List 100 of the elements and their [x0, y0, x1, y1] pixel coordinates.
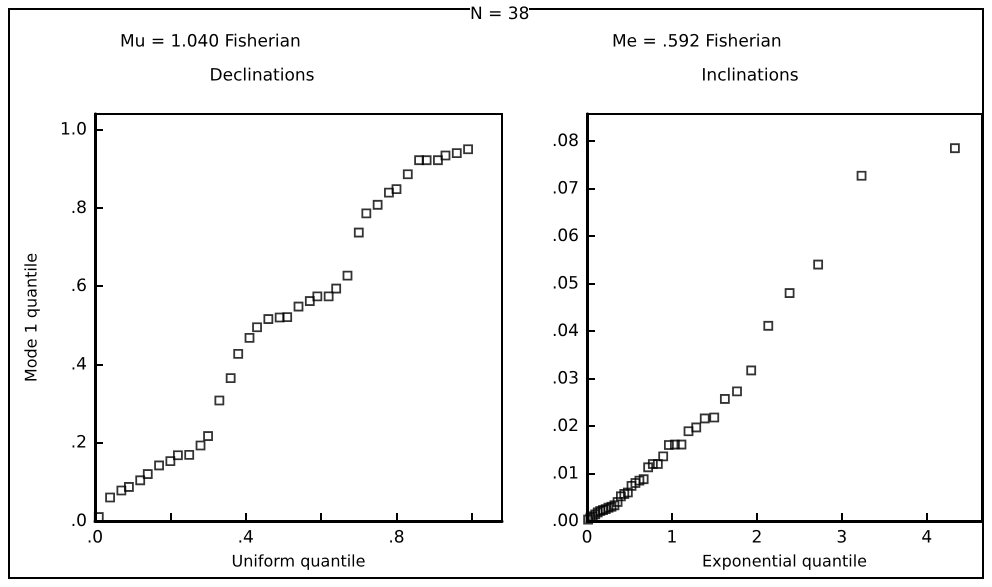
point: [616, 491, 626, 502]
point: [583, 514, 594, 524]
point: [361, 208, 372, 218]
point: [463, 144, 473, 154]
point: [135, 475, 146, 486]
y-tick-label: .01: [552, 464, 579, 484]
y-tick-label: .00: [552, 511, 579, 531]
point: [402, 169, 413, 180]
chart-title: Inclinations: [701, 66, 799, 86]
point: [173, 450, 183, 460]
y-tick-label: .6: [70, 276, 87, 296]
point: [626, 480, 636, 491]
y-tick-label: .08: [552, 131, 579, 152]
point: [105, 492, 115, 502]
point: [165, 456, 176, 466]
point: [664, 440, 674, 450]
point: [142, 469, 153, 479]
point: [282, 312, 292, 322]
y-tick-label: .07: [552, 178, 579, 199]
text: N = 38: [470, 4, 530, 24]
point: [813, 260, 824, 270]
point: [709, 412, 720, 422]
point: [691, 422, 702, 432]
point: [746, 366, 756, 376]
point: [196, 440, 206, 450]
point: [294, 302, 304, 312]
y-tick-label: .4: [70, 354, 87, 374]
point: [595, 506, 606, 516]
point: [598, 505, 608, 515]
point: [116, 486, 126, 496]
point: [676, 440, 686, 450]
point: [648, 459, 658, 469]
x-tick-label: 0: [582, 528, 592, 548]
point: [720, 394, 730, 404]
y-axis-title: Mode 1 quantile: [22, 252, 40, 382]
point: [372, 200, 383, 210]
point: [606, 502, 616, 512]
point: [203, 431, 213, 441]
x-tick-label: .8: [388, 528, 405, 548]
point: [763, 320, 774, 331]
point: [184, 450, 194, 460]
point: [622, 488, 633, 498]
y-tick-label: .2: [70, 432, 87, 453]
x-tick-label: 3: [836, 528, 848, 548]
y-tick-label: .05: [552, 274, 579, 294]
point: [630, 478, 640, 488]
point: [638, 474, 649, 484]
point: [331, 284, 342, 294]
point: [274, 312, 285, 322]
y-tick-label: .02: [552, 416, 579, 436]
point: [233, 348, 244, 359]
x-tick-label: 1: [666, 528, 678, 548]
y-tick-label: 1.0: [60, 120, 87, 140]
point: [590, 509, 600, 520]
point: [600, 504, 611, 514]
point: [154, 460, 164, 470]
point: [252, 322, 262, 332]
point: [643, 462, 654, 472]
point: [950, 143, 960, 154]
y-tick-label: .8: [70, 198, 87, 218]
point: [414, 155, 424, 166]
point: [214, 396, 224, 406]
y-tick-label: .0: [70, 511, 87, 531]
point: [124, 482, 134, 492]
point: [384, 188, 394, 198]
point: [684, 426, 694, 436]
chart-subtitle: Me = .592 Fisherian: [612, 32, 782, 52]
point: [452, 148, 462, 158]
x-tick-label: 2: [751, 528, 762, 548]
point: [784, 288, 794, 298]
point: [226, 373, 236, 384]
y-tick-label: .04: [552, 321, 579, 342]
point: [312, 291, 322, 302]
point: [422, 155, 432, 166]
point: [592, 508, 603, 518]
point: [604, 502, 614, 513]
point: [619, 489, 630, 499]
chart-title: Declinations: [210, 66, 315, 86]
point: [732, 386, 742, 396]
point: [856, 170, 866, 181]
x-tick-label: .0: [86, 528, 104, 548]
point: [610, 500, 620, 510]
point: [652, 459, 663, 469]
point: [588, 511, 598, 522]
point: [612, 497, 622, 507]
x-tick-label: .4: [238, 528, 254, 548]
point: [634, 476, 644, 486]
point: [304, 296, 315, 306]
point: [392, 184, 402, 194]
x-axis-title: Uniform quantile: [232, 552, 366, 570]
x-tick-label: 4: [921, 528, 932, 548]
point: [244, 332, 254, 343]
point: [354, 228, 364, 238]
y-tick-label: .03: [552, 368, 579, 389]
point: [440, 150, 450, 160]
y-tick-label: .06: [552, 226, 579, 246]
x-axis-title: Exponential quantile: [702, 552, 867, 570]
point: [658, 452, 668, 462]
point: [263, 314, 274, 324]
point: [670, 440, 680, 450]
